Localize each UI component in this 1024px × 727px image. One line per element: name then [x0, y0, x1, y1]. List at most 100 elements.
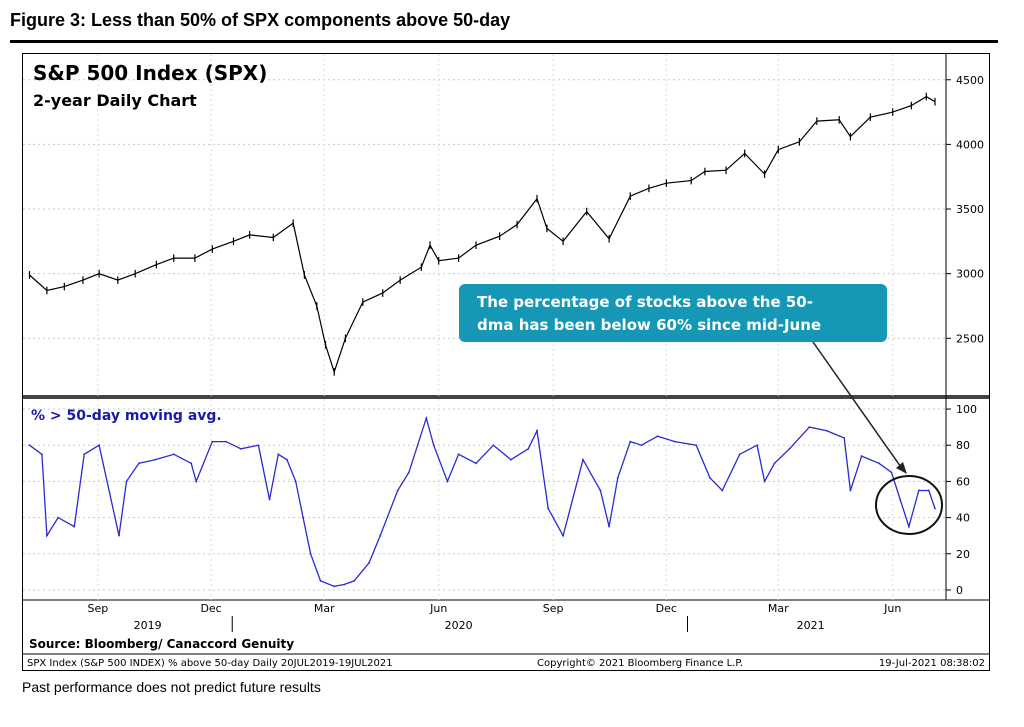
breadth-point	[825, 429, 828, 432]
breadth-y-tick-label: 60	[956, 475, 970, 488]
breadth-point	[172, 453, 175, 456]
breadth-point	[379, 534, 382, 537]
callout-arrow	[812, 341, 904, 471]
breadth-point	[475, 462, 477, 465]
breadth-point	[708, 476, 711, 479]
price-y-tick-label: 3500	[956, 203, 984, 216]
breadth-point	[268, 498, 271, 501]
breadth-point	[843, 437, 846, 439]
breadth-point	[890, 471, 893, 474]
breadth-point	[319, 580, 322, 582]
breadth-point	[917, 489, 920, 492]
breadth-point	[878, 462, 880, 465]
breadth-point	[138, 462, 140, 465]
price-y-tick-label: 4500	[956, 74, 984, 87]
price-y-tick-label: 3000	[956, 268, 984, 281]
breadth-point	[190, 462, 193, 465]
breadth-y-tick-label: 100	[956, 403, 977, 416]
breadth-point	[309, 552, 312, 555]
breadth-point	[492, 444, 495, 447]
breadth-point	[46, 534, 48, 537]
breadth-point	[509, 458, 512, 461]
price-chart-subtitle: 2-year Daily Chart	[33, 91, 197, 110]
breadth-point	[547, 507, 550, 510]
breadth-point	[57, 516, 59, 519]
breadth-point	[407, 471, 410, 474]
breadth-point	[756, 444, 759, 447]
breadth-point	[257, 444, 260, 447]
breadth-point	[277, 453, 280, 456]
chart-frame: 2500 3000 3500 4000 4500 0 20 40 60 80 100 Sep Dec Ma…	[22, 53, 990, 671]
breadth-point	[396, 489, 399, 492]
chart-svg: 2500 3000 3500 4000 4500 0 20 40 60 80 100 Sep Dec Ma…	[23, 54, 989, 669]
breadth-point	[294, 480, 297, 483]
price-series	[28, 92, 936, 376]
breadth-point	[368, 561, 370, 564]
breadth-panel	[24, 399, 946, 585]
breadth-point	[927, 489, 930, 492]
breadth-point	[860, 455, 863, 457]
breadth-point	[154, 458, 157, 461]
x-month-label: Dec	[656, 602, 677, 615]
breadth-point	[608, 525, 611, 528]
breadth-point	[849, 489, 852, 492]
breadth-point	[808, 426, 811, 429]
breadth-y-tick-label: 20	[956, 548, 970, 561]
breadth-point	[343, 583, 346, 586]
breadth-chart-title: % > 50-day moving avg.	[31, 408, 222, 424]
breadth-point	[907, 525, 910, 528]
x-month-label: Sep	[88, 602, 109, 615]
breadth-point	[73, 525, 76, 528]
source-text: Source: Bloomberg/ Canaccord Genuity	[29, 637, 294, 651]
x-year-label: 2021	[797, 619, 825, 632]
x-month-label: Jun	[883, 602, 901, 615]
breadth-point	[536, 429, 538, 432]
breadth-y-tick-label: 40	[956, 512, 970, 525]
breadth-point	[763, 480, 766, 483]
breadth-point	[195, 480, 198, 483]
breadth-series	[28, 415, 936, 588]
callout-arrowhead	[896, 462, 907, 474]
breadth-point	[425, 417, 428, 419]
breadth-point	[899, 498, 902, 501]
tick-layer: 2500 3000 3500 4000 4500 0 20 40 60 80 100 Sep Dec Ma…	[88, 74, 984, 632]
callout-line-2: dma has been below 60% since mid-June	[477, 316, 821, 334]
breadth-point	[118, 534, 120, 537]
breadth-point	[446, 480, 449, 483]
footer-left: SPX Index (S&P 500 INDEX) % above 50-day…	[27, 658, 393, 669]
breadth-point	[738, 453, 741, 456]
x-month-label: Mar	[314, 602, 335, 615]
breadth-point	[721, 489, 724, 492]
footer-right: 19-Jul-2021 08:38:02	[879, 658, 985, 669]
breadth-point	[353, 580, 356, 582]
breadth-point	[240, 447, 242, 450]
x-year-label: 2019	[134, 619, 162, 632]
breadth-point	[28, 444, 31, 447]
breadth-point	[125, 480, 128, 483]
breadth-point	[527, 447, 530, 450]
x-month-label: Sep	[543, 602, 564, 615]
breadth-point	[656, 435, 659, 438]
breadth-point	[457, 453, 460, 456]
breadth-point	[286, 458, 288, 461]
breadth-point	[582, 458, 584, 461]
breadth-point	[934, 507, 936, 510]
footer-center: Copyright© 2021 Bloomberg Finance L.P.	[537, 658, 743, 669]
figure-title: Figure 3: Less than 50% of SPX component…	[10, 10, 511, 30]
breadth-point	[302, 516, 305, 519]
breadth-point	[225, 440, 227, 443]
breadth-point	[773, 462, 776, 465]
breadth-point	[616, 476, 619, 479]
breadth-point	[41, 453, 43, 456]
breadth-y-tick-label: 0	[956, 584, 963, 597]
x-month-label: Mar	[768, 602, 789, 615]
breadth-point	[562, 534, 564, 537]
breadth-point	[98, 444, 101, 447]
breadth-point	[599, 489, 602, 492]
footnote: Past performance does not predict future…	[22, 679, 321, 695]
breadth-point	[333, 585, 336, 588]
callout-box	[459, 284, 887, 342]
x-month-label: Jun	[429, 602, 447, 615]
breadth-point	[629, 440, 632, 443]
x-year-label: 2020	[445, 619, 473, 632]
